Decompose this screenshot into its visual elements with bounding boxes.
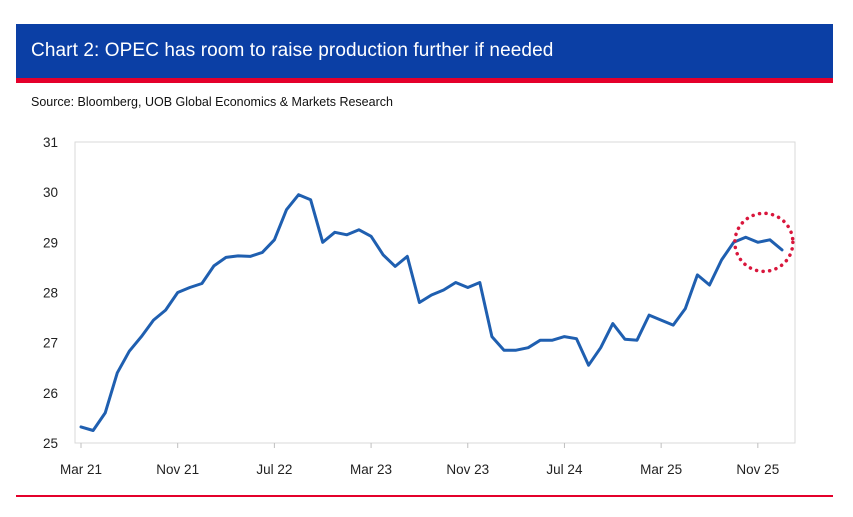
y-axis: 25 26 27 28 29 30 31 <box>43 135 58 451</box>
x-tick-label: Nov 25 <box>736 462 779 477</box>
y-tick-label: 28 <box>43 286 58 301</box>
x-tick-label: Mar 23 <box>350 462 392 477</box>
x-tick-label: Jul 22 <box>256 462 292 477</box>
y-tick-label: 26 <box>43 386 58 401</box>
footer-rule <box>16 495 833 497</box>
plot-frame <box>74 141 796 444</box>
annotation-layer <box>733 211 795 274</box>
x-tick-label: Jul 24 <box>546 462 583 477</box>
chart-title: Chart 2: OPEC has room to raise producti… <box>31 40 554 61</box>
x-axis: Mar 21 Nov 21 Jul 22 Mar 23 Nov 23 Jul 24 Mar … <box>60 443 779 477</box>
x-tick-label: Mar 21 <box>60 462 102 477</box>
source-note: Source: Bloomberg, UOB Global Economics … <box>31 95 393 109</box>
x-tick-label: Mar 25 <box>640 462 682 477</box>
y-tick-label: 31 <box>43 135 58 150</box>
series-line-opec-production <box>79 193 784 432</box>
x-tick-label: Nov 23 <box>446 462 489 477</box>
highlight-circle <box>733 211 795 274</box>
y-tick-label: 29 <box>43 235 58 250</box>
series-layer <box>79 193 784 432</box>
y-tick-label: 30 <box>43 185 58 200</box>
x-tick-label: Nov 21 <box>156 462 199 477</box>
y-tick-label: 25 <box>43 436 58 451</box>
title-underline <box>16 78 833 83</box>
title-banner: Chart 2: OPEC has room to raise producti… <box>16 24 833 78</box>
y-tick-label: 27 <box>43 336 58 351</box>
